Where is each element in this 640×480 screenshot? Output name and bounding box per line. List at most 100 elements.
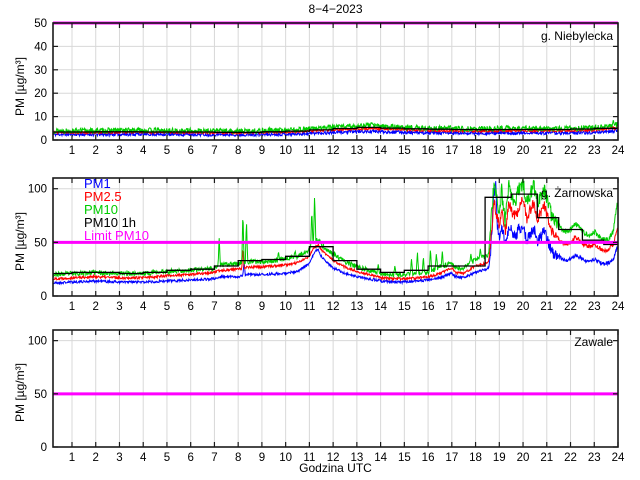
x-tick-label: 6	[187, 145, 193, 157]
series-pm10-1h-stairs	[53, 193, 618, 275]
x-tick-label: 19	[493, 452, 506, 464]
y-tick-label: 100	[28, 336, 47, 348]
legend-entry-limit-pm10: Limit PM10	[84, 228, 150, 243]
x-tick-label: 11	[303, 301, 315, 313]
legend-entry-pm25: PM2.5	[84, 189, 122, 204]
x-tick-label: 24	[612, 145, 625, 157]
y-tick-label: 50	[34, 18, 47, 30]
x-tick-label: 8	[235, 301, 241, 313]
x-tick-label: 20	[517, 145, 530, 157]
x-tick-label: 12	[327, 301, 340, 313]
axes-box	[52, 177, 619, 297]
x-tick-label: 24	[612, 452, 625, 464]
x-tick-label: 8	[235, 452, 241, 464]
x-tick-label: 18	[469, 452, 482, 464]
x-tick-label: 6	[187, 301, 193, 313]
x-tick-label: 5	[164, 452, 170, 464]
x-tick-label: 17	[445, 145, 458, 157]
y-tick-label: 10	[34, 112, 47, 124]
x-tick-label: 23	[588, 452, 601, 464]
y-tick-label: 0	[41, 442, 47, 454]
x-tick-label: 3	[116, 145, 122, 157]
x-tick-label: 18	[469, 145, 482, 157]
x-tick-label: 24	[612, 301, 625, 313]
x-tick-label: 4	[140, 301, 147, 313]
x-tick-label: 3	[116, 452, 122, 464]
legend-entry-pm10-1h: PM10 1h	[84, 215, 137, 230]
y-tick-label: 0	[41, 135, 47, 147]
y-axis-label-panel2: PM [µg/m³]	[13, 212, 27, 271]
x-tick-label: 2	[93, 301, 99, 313]
x-tick-label: 20	[517, 452, 530, 464]
x-tick-label: 22	[564, 145, 577, 157]
panel-0: 1 2 3 4 5 6 7 8 9 10 11 12 13 14 15 16 17 18 19 20 21 22 23 240…	[34, 18, 625, 157]
panel-2: 1 2 3 4 5 6 7 8 9 10 11 12 13 14 15 16 17 18 19 20 21 22 23 240…	[28, 329, 625, 464]
x-tick-label: 9	[259, 301, 265, 313]
x-tick-label: 3	[116, 301, 122, 313]
x-tick-label: 22	[564, 301, 577, 313]
series-pm1	[52, 181, 619, 286]
x-tick-label: 21	[540, 452, 553, 464]
x-tick-label: 7	[211, 301, 217, 313]
series-pm10-1h-stairs	[53, 126, 618, 133]
x-tick-label: 23	[588, 301, 601, 313]
panel-1: 1 2 3 4 5 6 7 8 9 10 11 12 13 14 15 16 17 18 19 20 21 22 23 240…	[28, 177, 625, 313]
y-tick-label: 40	[34, 41, 47, 53]
x-tick-label: 8	[235, 145, 241, 157]
x-tick-label: 16	[422, 145, 435, 157]
x-tick-label: 14	[374, 145, 387, 157]
x-tick-label: 22	[564, 452, 577, 464]
x-tick-label: 21	[540, 145, 553, 157]
x-tick-label: 15	[398, 452, 411, 464]
x-tick-label: 15	[398, 145, 411, 157]
x-tick-label: 10	[279, 301, 292, 313]
x-tick-label: 23	[588, 145, 601, 157]
x-tick-label: 1	[69, 145, 75, 157]
x-tick-label: 20	[517, 301, 530, 313]
legend-entry-pm10: PM10	[84, 202, 118, 217]
x-tick-label: 1	[69, 452, 75, 464]
x-tick-label: 13	[350, 301, 363, 313]
y-axis-label-panel3: PM [µg/m³]	[13, 363, 27, 422]
x-tick-label: 5	[164, 301, 170, 313]
x-tick-label: 14	[374, 301, 387, 313]
x-tick-label: 15	[398, 301, 411, 313]
station-label-niebylecka: g. Niebylecka	[540, 29, 613, 43]
x-tick-label: 7	[211, 452, 217, 464]
x-tick-label: 5	[164, 145, 170, 157]
y-tick-label: 50	[34, 389, 47, 401]
x-tick-label: 9	[259, 452, 265, 464]
x-tick-label: 13	[350, 452, 363, 464]
x-tick-label: 7	[211, 145, 217, 157]
legend: PM1 PM2.5 PM10 PM10 1h Limit PM10	[84, 177, 149, 242]
x-tick-label: 17	[445, 452, 458, 464]
y-tick-label: 20	[34, 88, 47, 100]
axes-box	[52, 329, 619, 448]
series-pm2-5	[52, 125, 619, 136]
y-tick-label: 0	[41, 291, 47, 303]
x-tick-label: 4	[140, 452, 147, 464]
x-tick-label: 14	[374, 452, 387, 464]
y-tick-label: 30	[34, 65, 47, 77]
y-axis-label-panel1: PM [µg/m³]	[13, 57, 27, 116]
x-tick-label: 2	[93, 452, 99, 464]
x-tick-label: 13	[350, 145, 363, 157]
x-tick-label: 12	[327, 452, 340, 464]
x-axis-label: Godzina UTC	[299, 461, 372, 475]
y-tick-label: 100	[28, 184, 47, 196]
x-tick-label: 10	[279, 452, 292, 464]
x-tick-label: 16	[422, 301, 435, 313]
y-tick-label: 50	[34, 237, 47, 249]
x-tick-label: 16	[422, 452, 435, 464]
x-tick-label: 9	[259, 145, 265, 157]
x-tick-label: 11	[303, 452, 315, 464]
axes-box	[52, 22, 619, 141]
x-tick-label: 4	[140, 145, 147, 157]
station-label-zarnowska: g. Żarnowska	[540, 186, 613, 200]
x-tick-label: 18	[469, 301, 482, 313]
x-tick-label: 21	[540, 301, 553, 313]
x-tick-label: 6	[187, 452, 193, 464]
x-tick-label: 1	[69, 301, 75, 313]
